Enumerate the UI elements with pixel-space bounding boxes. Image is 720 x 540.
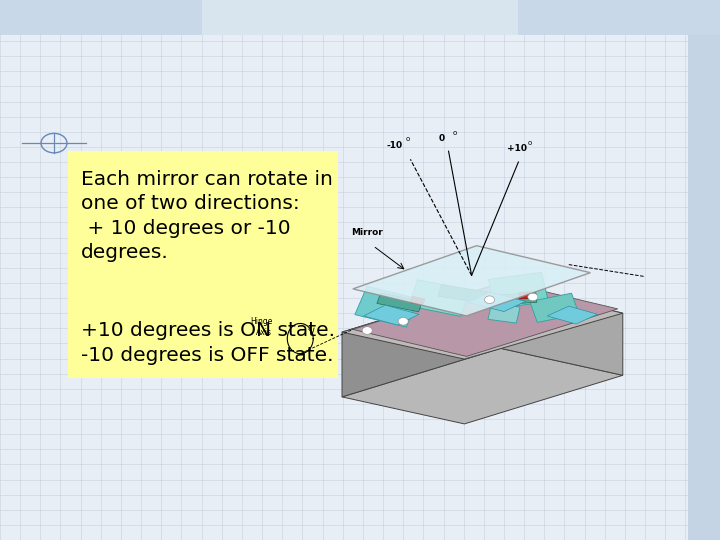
Bar [0,0,720,35]
Text: o: o [528,140,532,146]
Polygon shape [410,296,425,305]
Circle shape [362,327,372,334]
Circle shape [485,296,495,303]
Text: Mirror: Mirror [351,228,383,237]
Bar [68,151,338,378]
Polygon shape [353,282,618,356]
Text: o: o [453,130,457,136]
Polygon shape [519,292,532,299]
Polygon shape [468,292,526,312]
Circle shape [528,293,538,301]
Polygon shape [342,284,500,397]
Bar [202,0,518,35]
Polygon shape [342,348,623,424]
Polygon shape [408,280,470,316]
Text: +10: +10 [507,144,527,153]
Text: +10 degrees is ON state.
-10 degrees is OFF state.: +10 degrees is ON state. -10 degrees is … [81,321,335,365]
Polygon shape [547,306,598,324]
Polygon shape [353,246,590,316]
Polygon shape [488,272,549,309]
Bar [688,35,720,540]
Polygon shape [355,286,418,327]
Polygon shape [364,305,419,325]
Polygon shape [377,293,423,312]
Text: o: o [405,137,410,143]
Polygon shape [438,285,491,304]
Polygon shape [530,293,579,322]
Text: 0: 0 [439,134,445,144]
Polygon shape [500,284,623,375]
Polygon shape [500,293,537,305]
Text: Each mirror can rotate in
one of two directions:
 + 10 degrees or -10
degrees.: Each mirror can rotate in one of two dir… [81,170,333,262]
Polygon shape [342,284,623,359]
Polygon shape [488,303,520,323]
Text: Hinge
Axis: Hinge Axis [250,318,272,337]
Circle shape [398,318,408,325]
Text: -10: -10 [387,141,402,150]
